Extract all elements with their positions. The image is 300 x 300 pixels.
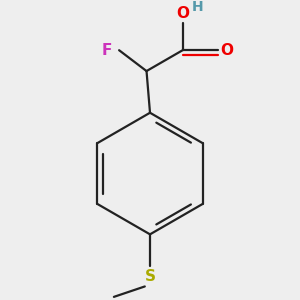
Text: H: H <box>191 0 203 14</box>
Text: F: F <box>102 43 112 58</box>
Text: O: O <box>220 43 233 58</box>
Text: O: O <box>176 5 189 20</box>
Text: S: S <box>145 268 155 284</box>
